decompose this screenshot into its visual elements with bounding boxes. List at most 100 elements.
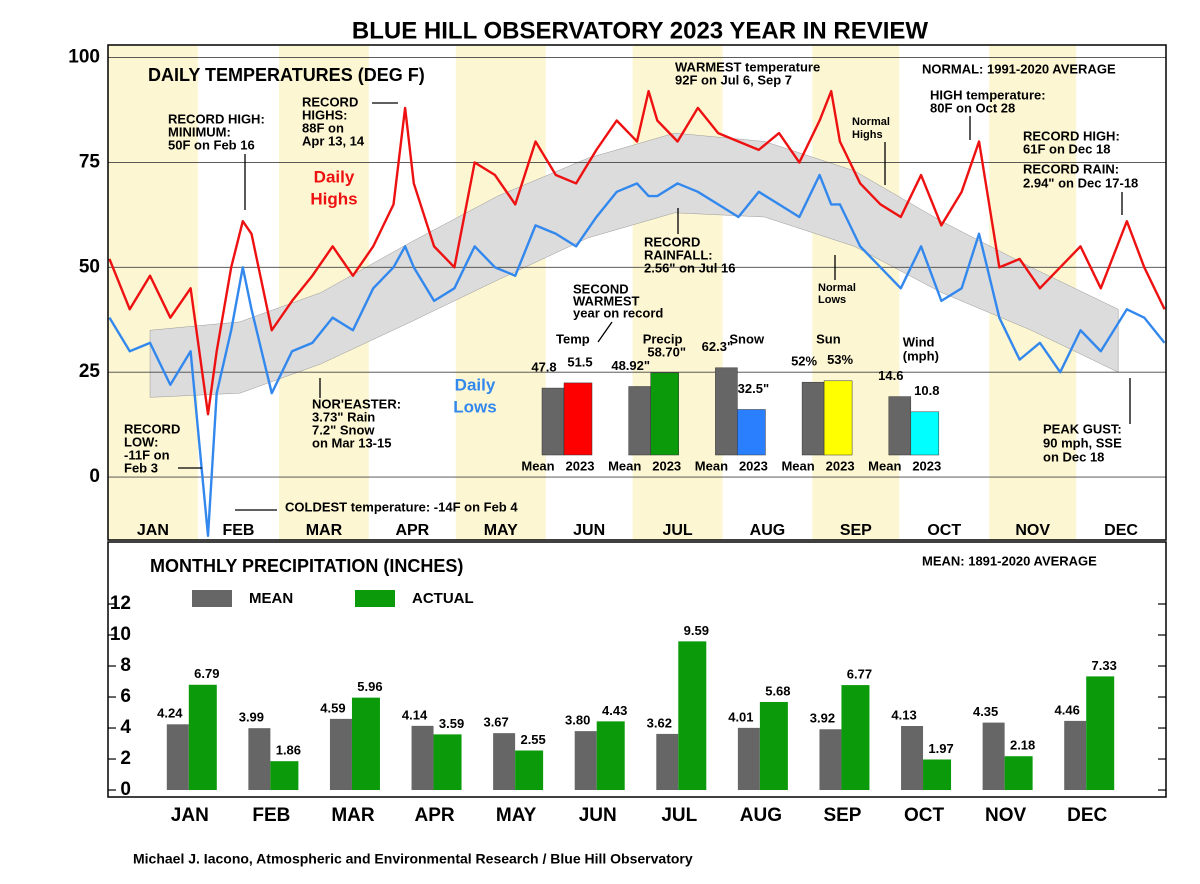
value-label: 2.55 xyxy=(520,732,545,747)
plot-frame xyxy=(107,44,1167,541)
summary-bar xyxy=(910,411,940,456)
annotation: Apr 13, 14 xyxy=(302,133,365,148)
value-label: 32.5" xyxy=(738,381,769,396)
annotation: RECORD RAIN: xyxy=(1023,161,1119,176)
series-label: 2023 xyxy=(912,458,941,473)
value-label: 9.59 xyxy=(684,623,709,638)
value-label: 51.5 xyxy=(567,354,592,369)
annotation: NOR'EASTER: xyxy=(312,396,401,411)
value-label: 4.43 xyxy=(602,703,627,718)
summary-bar xyxy=(715,367,738,456)
series-label: 2023 xyxy=(826,458,855,473)
x-tick-label: AUG xyxy=(740,805,782,826)
value-label: 3.59 xyxy=(439,716,464,731)
precip-bar xyxy=(982,722,1005,791)
summary-bar xyxy=(563,382,593,456)
x-tick-label: MAR xyxy=(331,805,375,826)
precip-bar xyxy=(901,726,924,791)
annotation: 3.73" Rain xyxy=(312,409,375,424)
annotation: Highs xyxy=(852,129,883,141)
temperature-line xyxy=(108,89,1166,416)
precip-bar xyxy=(270,761,299,791)
y-tick-label: 0 xyxy=(89,466,100,487)
x-tick-label: FEB xyxy=(222,522,254,539)
precip-bar xyxy=(737,727,760,791)
precip-bar xyxy=(1004,756,1033,791)
y-tick-label: 12 xyxy=(110,593,131,614)
y-tick-label: 75 xyxy=(79,151,101,172)
annotation: Feb 3 xyxy=(124,460,158,475)
x-tick-label: JUL xyxy=(662,522,692,539)
precip-bar xyxy=(188,684,217,791)
legend-swatch xyxy=(192,590,232,607)
precip-bar xyxy=(596,721,625,791)
precip-bar xyxy=(656,733,679,791)
annotation: 7.2" Snow xyxy=(312,422,375,437)
annotation: 88F on xyxy=(302,120,344,135)
series-label: Mean xyxy=(868,458,901,473)
x-tick-label: SEP xyxy=(840,522,872,539)
annotation: RECORD xyxy=(302,94,358,109)
series-label: 2023 xyxy=(739,458,768,473)
x-tick-label: AUG xyxy=(750,522,786,539)
precip-bar xyxy=(923,759,952,791)
series-label: 2023 xyxy=(566,458,595,473)
x-tick-label: FEB xyxy=(252,805,290,826)
summary-bar xyxy=(650,372,679,456)
annotation: COLDEST temperature: -14F on Feb 4 xyxy=(285,499,518,514)
plots: JAN FEB MAR APR MAY JUN JUL AUG SEP OCT NOV DEC 0 25 5… xyxy=(68,44,1167,826)
group-label: Precip xyxy=(643,331,683,346)
legend-swatch xyxy=(355,590,395,607)
annotation: HIGH temperature: xyxy=(930,87,1046,102)
y-tick-label: 50 xyxy=(79,256,100,277)
annotation: Lows xyxy=(453,397,496,416)
precip-bar xyxy=(515,750,544,791)
group-label: Wind xyxy=(903,334,935,349)
annotation: SECOND xyxy=(573,281,629,296)
annotation: RECORD HIGH: xyxy=(168,111,265,126)
annotation: year on record xyxy=(573,305,663,320)
panel-title: DAILY TEMPERATURES (DEG F) xyxy=(148,65,425,85)
precip-bar xyxy=(819,729,842,791)
annotation: on Mar 13-15 xyxy=(312,435,391,450)
x-tick-label: JUN xyxy=(573,522,605,539)
annotation: Daily xyxy=(314,167,355,186)
value-label: 4.13 xyxy=(891,707,916,722)
x-tick-label: JAN xyxy=(171,805,209,826)
annotation: on Dec 18 xyxy=(1043,449,1104,464)
precip-bar xyxy=(1086,676,1115,791)
precip-bar xyxy=(493,733,516,791)
series-label: Mean xyxy=(608,458,641,473)
value-label: 4.01 xyxy=(728,709,753,724)
precip-bar xyxy=(329,718,352,791)
value-label: 3.92 xyxy=(810,711,835,726)
plot-frame xyxy=(107,541,1167,798)
annotation: Highs xyxy=(310,189,357,208)
value-label: 47.8 xyxy=(531,360,556,375)
annotation: WARMEST temperature xyxy=(675,59,820,74)
summary-bar xyxy=(888,396,912,456)
x-tick-label: MAY xyxy=(484,522,518,539)
group-label: (mph) xyxy=(903,348,939,363)
leader-lines xyxy=(178,102,1131,511)
value-label: 58.70" xyxy=(647,344,686,359)
value-label: 4.35 xyxy=(973,704,998,719)
value-label: 62.3" xyxy=(702,339,733,354)
series-label: Mean xyxy=(521,458,554,473)
panel-title: MONTHLY PRECIPITATION (INCHES) xyxy=(150,556,463,576)
value-label: 4.14 xyxy=(402,707,428,722)
footer: Michael J. Iacono, Atmospheric and Envir… xyxy=(133,851,693,867)
value-label: 4.46 xyxy=(1055,702,1080,717)
series-label: Mean xyxy=(781,458,814,473)
annotation: 92F on Jul 6, Sep 7 xyxy=(675,72,792,87)
annotation: RECORD HIGH: xyxy=(1023,128,1120,143)
value-label: 3.62 xyxy=(647,715,672,730)
value-label: 4.59 xyxy=(320,700,345,715)
y-tick-label: 4 xyxy=(120,717,131,738)
legend-label: ACTUAL xyxy=(412,590,474,607)
value-label: 6.77 xyxy=(847,667,872,682)
x-tick-label: JUL xyxy=(661,805,697,826)
month-band xyxy=(632,45,723,540)
annotation: Normal xyxy=(852,116,890,128)
annotation: MINIMUM: xyxy=(168,124,231,139)
